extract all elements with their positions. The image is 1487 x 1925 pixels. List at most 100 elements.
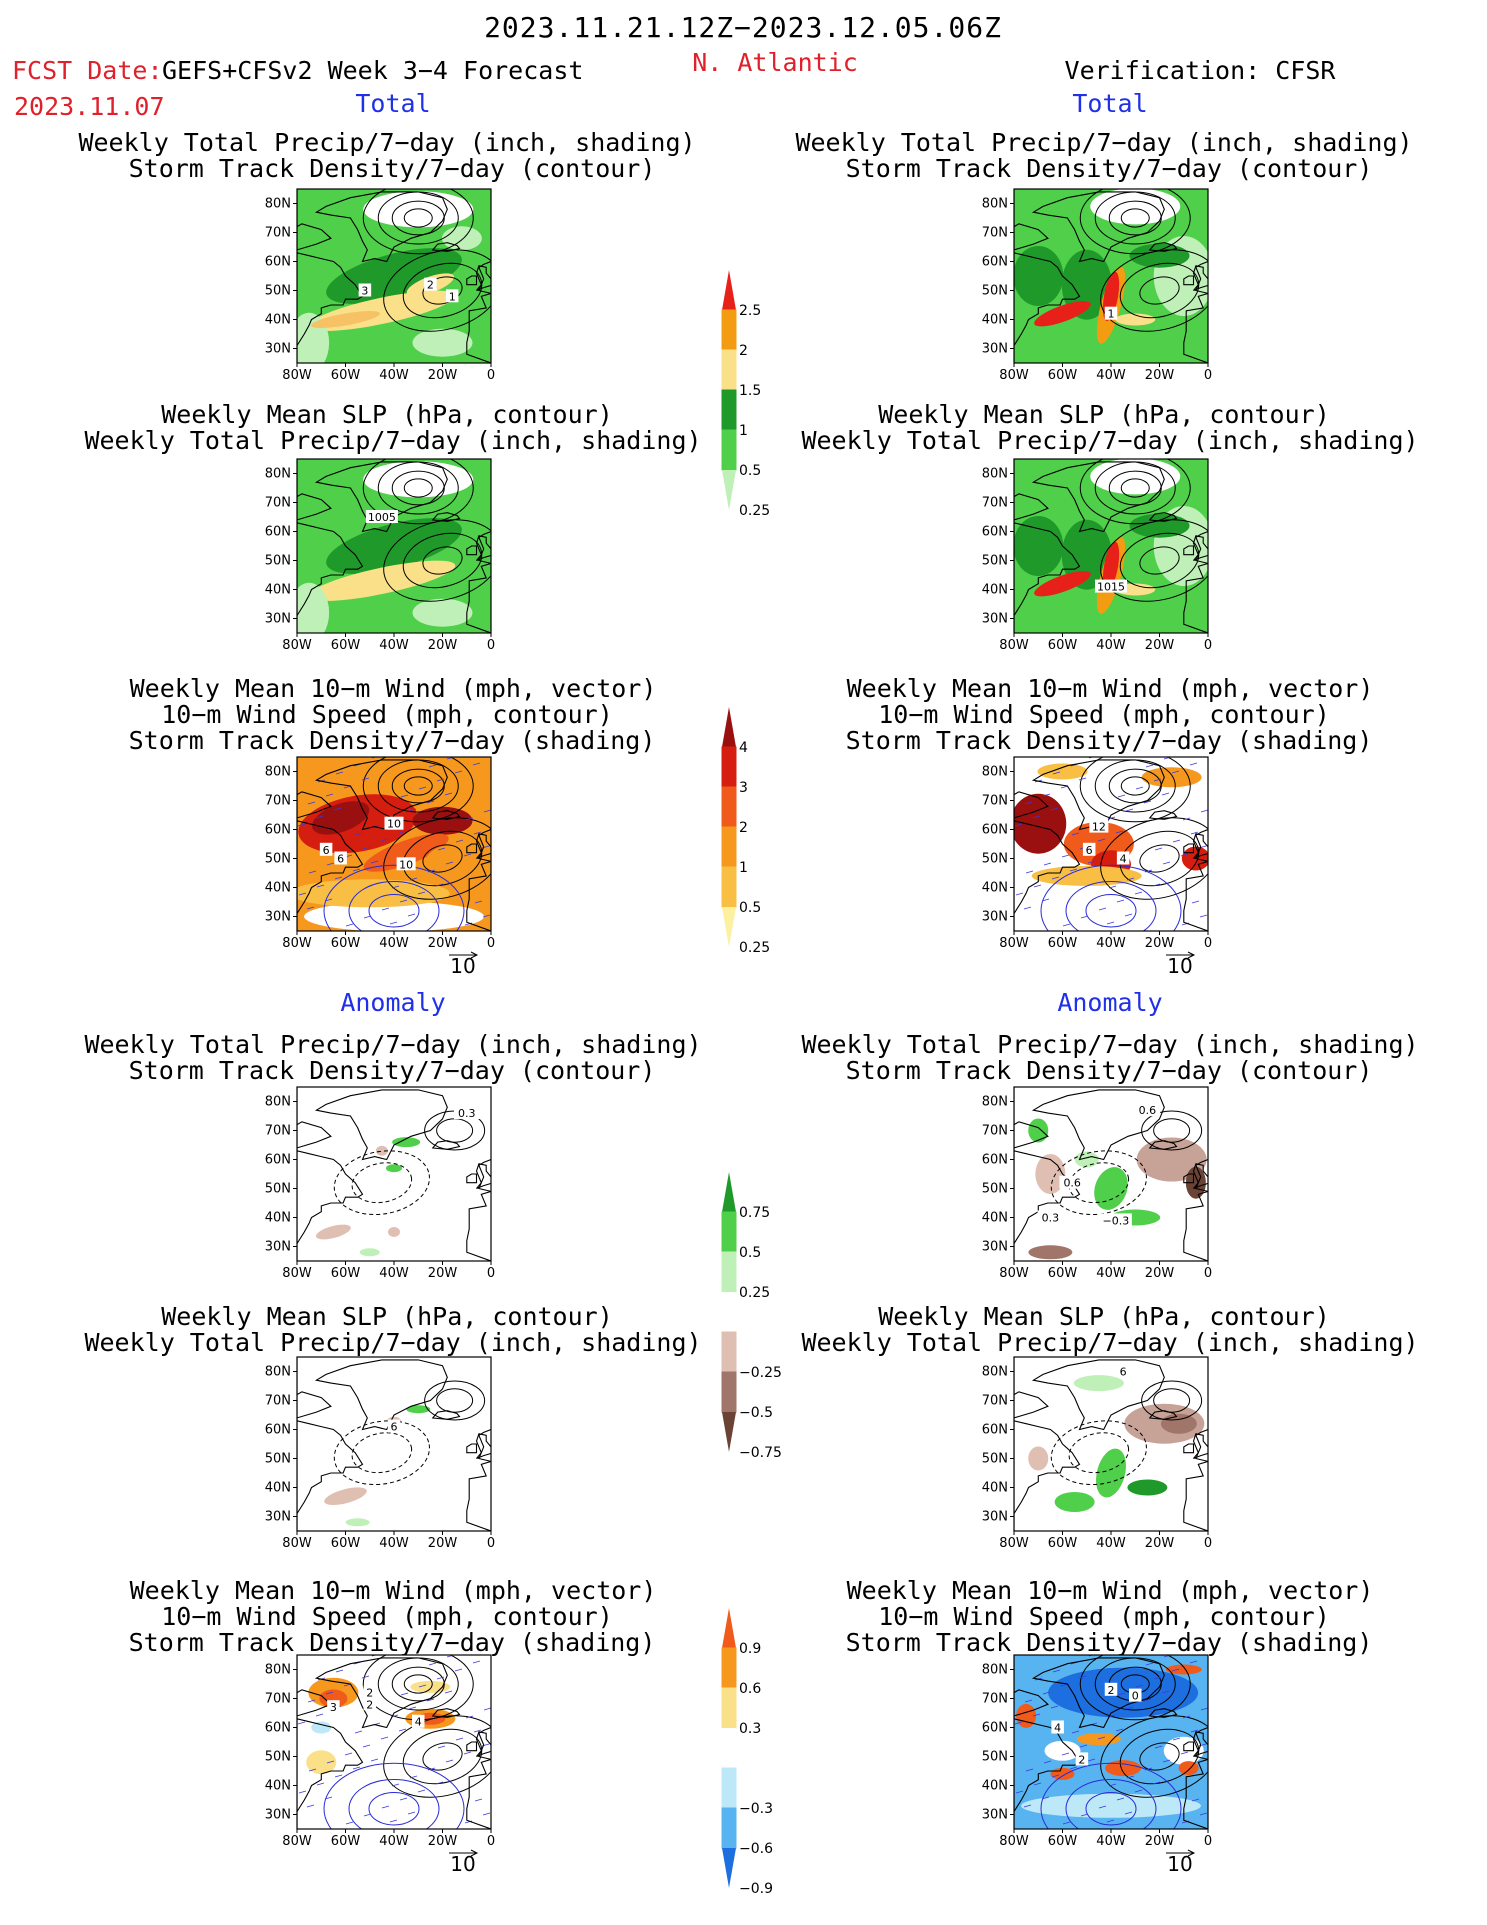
svg-text:3: 3 [361, 285, 368, 298]
y-tick-label: 30N [265, 342, 291, 357]
panel-total-slp-precip-verification: 1015 80W 60W 40W 20W 0 80N 70N 60N 50N 40N 30N [982, 458, 1212, 653]
x-tick-label: 40W [1096, 1536, 1126, 1551]
contour-label: 0 [1129, 1688, 1142, 1703]
reference-vector: 10 [449, 951, 479, 978]
contour-label: 1005 [365, 510, 398, 524]
colorbar-total-precip: 2.5 2 1.5 1 0.5 0.25 [721, 270, 770, 519]
contour-label: −0.3 [1099, 1213, 1132, 1227]
svg-text:12: 12 [1092, 821, 1106, 834]
x-tick-label: 20W [428, 936, 458, 951]
y-tick-label: 30N [982, 1240, 1008, 1255]
x-tick-label: 0 [487, 368, 495, 383]
x-tick-label: 80W [999, 1834, 1029, 1849]
svg-text:6: 6 [323, 844, 330, 857]
x-tick-label: 60W [1048, 1536, 1078, 1551]
colorbar-label: 0.5 [739, 900, 761, 916]
colorbar-label: −0.3 [739, 1801, 773, 1817]
title-r4-line1: Weekly Total Precip/7−day (inch, shading… [801, 1030, 1419, 1059]
x-tick-label: 20W [1145, 638, 1175, 653]
contour-label: 2 [1075, 1752, 1089, 1766]
y-tick-label: 40N [982, 313, 1008, 328]
panel-total-precip-storm-verification: 1 80W 60W 40W 20W 0 80N 70N 60N 50N 40N 30N [982, 188, 1212, 383]
x-tick-label: 0 [1204, 1834, 1212, 1849]
svg-text:10: 10 [387, 818, 401, 831]
x-tick-label: 60W [331, 936, 361, 951]
y-tick-label: 80N [982, 1365, 1008, 1380]
y-tick-label: 60N [265, 525, 291, 540]
title-r3-line2: 10−m Wind Speed (mph, contour) [878, 700, 1330, 729]
x-tick-label: 40W [379, 1536, 409, 1551]
y-tick-label: 50N [982, 1750, 1008, 1765]
colorbar-label: −0.25 [739, 1365, 782, 1381]
y-tick-label: 70N [265, 226, 291, 241]
svg-text:2: 2 [1078, 1753, 1085, 1766]
x-tick-label: 80W [999, 1536, 1029, 1551]
x-tick-label: 0 [1204, 1266, 1212, 1281]
y-tick-label: 40N [982, 881, 1008, 896]
colorbar-label: 4 [739, 740, 748, 756]
x-tick-label: 20W [428, 1536, 458, 1551]
contour-label: 12 [1089, 819, 1109, 834]
svg-text:2: 2 [427, 279, 434, 292]
title-l1-line1: Weekly Total Precip/7−day (inch, shading… [78, 128, 696, 157]
colorbar-label: 0.9 [739, 1641, 761, 1657]
x-tick-label: 80W [282, 368, 312, 383]
x-tick-label: 60W [1048, 368, 1078, 383]
y-tick-label: 40N [265, 1779, 291, 1794]
y-tick-label: 70N [265, 1394, 291, 1409]
contour-label: 0.6 [1134, 1103, 1161, 1117]
title-r1-line1: Weekly Total Precip/7−day (inch, shading… [795, 128, 1413, 157]
verification-label: Verification: CFSR [1064, 56, 1336, 85]
colorbar-label: 0.25 [739, 1285, 770, 1301]
title-l4-line1: Weekly Total Precip/7−day (inch, shading… [84, 1030, 702, 1059]
title-r4-line2: Storm Track Density/7−day (contour) [845, 1056, 1373, 1085]
contour-label: 6 [1082, 842, 1096, 857]
y-tick-label: 60N [982, 1721, 1008, 1736]
x-tick-label: 80W [999, 936, 1029, 951]
x-tick-label: 80W [999, 368, 1029, 383]
svg-text:2: 2 [1108, 1684, 1115, 1697]
x-tick-label: 80W [282, 936, 312, 951]
contour-label: 3 [327, 1700, 340, 1714]
x-tick-label: 80W [999, 638, 1029, 653]
y-tick-label: 30N [265, 1240, 291, 1255]
svg-text:1: 1 [1108, 308, 1115, 321]
x-tick-label: 0 [487, 1266, 495, 1281]
x-tick-label: 40W [379, 936, 409, 951]
y-tick-label: 80N [982, 467, 1008, 482]
reference-vector: 10 [1166, 951, 1196, 978]
title-r6-line2: 10−m Wind Speed (mph, contour) [878, 1602, 1330, 1631]
title-l4-line2: Storm Track Density/7−day (contour) [128, 1056, 656, 1085]
svg-text:4: 4 [415, 1716, 422, 1729]
colorbar-label: 0.25 [739, 940, 770, 956]
colorbar-label: 0.6 [739, 1681, 761, 1697]
svg-text:0.6: 0.6 [1139, 1104, 1157, 1117]
y-tick-label: 50N [265, 1452, 291, 1467]
y-tick-label: 60N [265, 823, 291, 838]
x-tick-label: 20W [1145, 1834, 1175, 1849]
svg-text:6: 6 [337, 853, 344, 866]
x-tick-label: 80W [282, 638, 312, 653]
y-tick-label: 60N [982, 1423, 1008, 1438]
contour-label: 4 [1051, 1720, 1064, 1735]
colorbar-label: 0.5 [739, 463, 761, 479]
y-tick-label: 50N [982, 1182, 1008, 1197]
panel-total-wind-storm-forecast: 6 10 6 10 80W 60W 40W 20W 0 80N 70N 60N 50N 40N 30N 10 [265, 756, 495, 978]
contour-label: 4 [1116, 851, 1130, 866]
x-tick-label: 60W [1048, 638, 1078, 653]
colorbar-label: −0.6 [739, 1841, 773, 1857]
colorbar-label: 2.5 [739, 303, 761, 319]
y-tick-label: 50N [982, 1452, 1008, 1467]
section-anomaly-left: Anomaly [340, 988, 446, 1017]
y-tick-label: 50N [982, 554, 1008, 569]
panel-anomaly-wind-storm-verification: 2 0 4 2 80W 60W 40W 20W 0 80N 70N 60N 50N 40N 30N 10 [982, 1654, 1212, 1876]
panel-total-wind-storm-verification: 12 6 4 80W 60W 40W 20W 0 80N 70N 60N 50N 40N 30N 10 [982, 756, 1212, 978]
title-l3-line3: Storm Track Density/7−day (shading) [128, 726, 656, 755]
title-r6-line1: Weekly Mean 10−m Wind (mph, vector) [846, 1576, 1374, 1605]
x-tick-label: 60W [331, 638, 361, 653]
reference-vector-label: 10 [1167, 1852, 1192, 1876]
date-range: 2023.11.21.12Z−2023.12.05.06Z [484, 11, 1002, 44]
y-tick-label: 60N [982, 823, 1008, 838]
contour-label: 10 [396, 857, 416, 871]
panel-anomaly-wind-storm-forecast: 3 22 4 80W 60W 40W 20W 0 80N 70N 60N 50N 40N 30N 10 [265, 1654, 495, 1876]
